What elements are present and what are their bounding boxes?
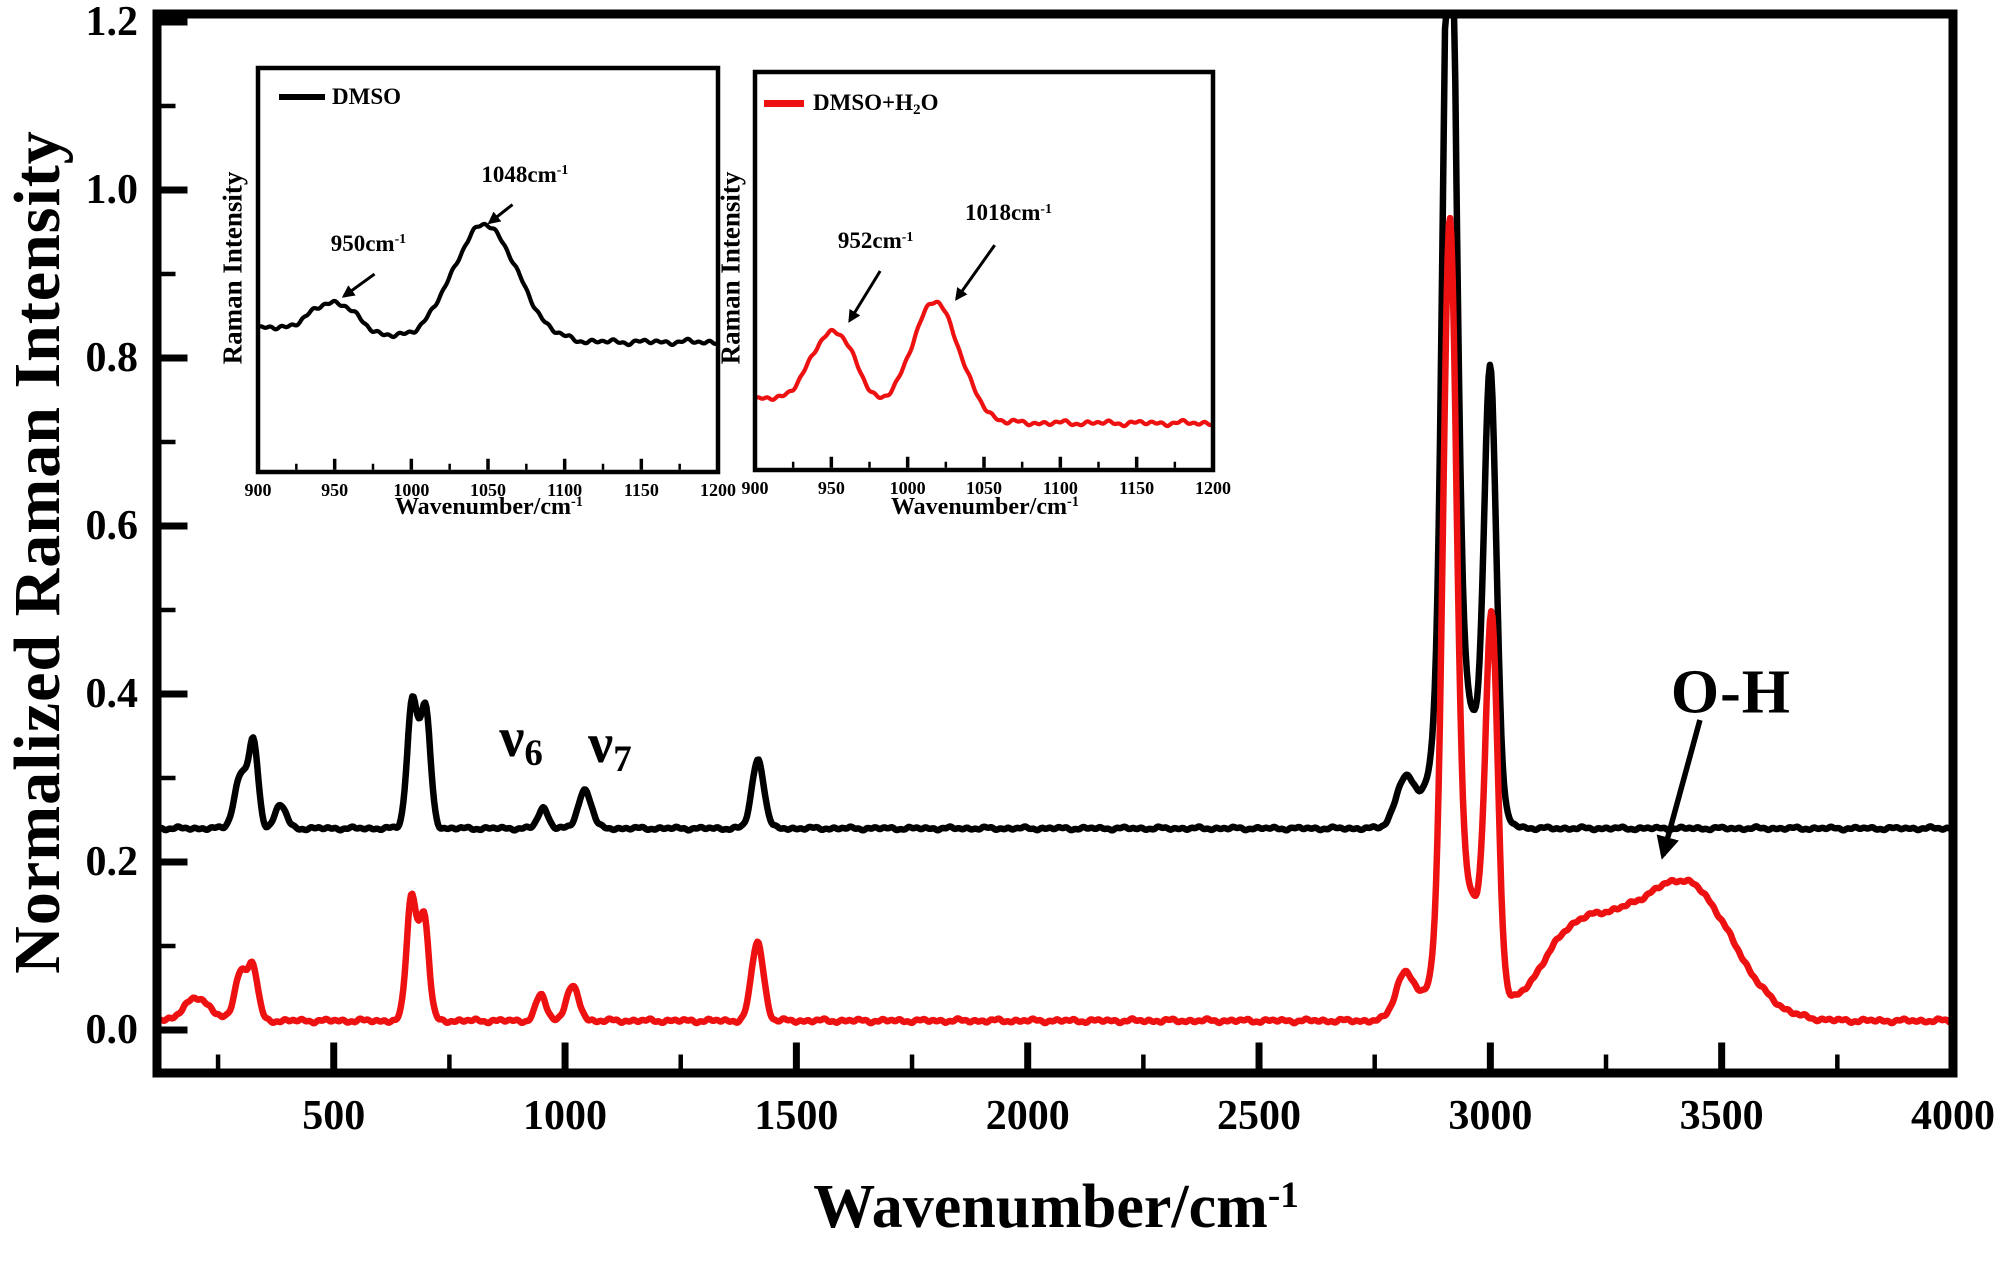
inset-dmso-x-tick-label: 1050 <box>470 480 506 501</box>
inset-dmso-x-axis-title-sup: -1 <box>570 494 583 511</box>
series-dmso-h2o <box>155 214 1955 1027</box>
series-dmso <box>155 14 1955 834</box>
legend-dmso: DMSO <box>279 84 401 110</box>
main-chart-y-tick-label: 0.0 <box>85 1006 139 1053</box>
main-chart-x-tick-label: 1000 <box>523 1092 608 1139</box>
annotation-peak-1048: 1048cm-1 <box>481 162 569 188</box>
annotation-peak-952: 952cm-1 <box>837 228 914 254</box>
main-chart-x-tick-label: 3500 <box>1679 1092 1764 1139</box>
inset-dmso-x-axis-title-text: Wavenumber/cm <box>395 494 571 520</box>
inset-dmso-h2o-x-axis-title-text: Wavenumber/cm <box>891 494 1067 520</box>
inset-dmso-h2o-x-tick-label: 1100 <box>1042 478 1078 499</box>
inset-dmso-x-tick-label: 1150 <box>623 480 659 501</box>
inset-dmso-h2o-x-tick-label: 1200 <box>1195 478 1231 499</box>
inset-dmso-x-tick-label: 1100 <box>547 480 583 501</box>
annotation-peak-950: 950cm-1 <box>330 230 407 256</box>
inset-dmso-x-tick-label: 900 <box>244 480 272 501</box>
main-chart-y-tick-label: 0.8 <box>85 334 139 381</box>
annotation-arrow-peak-950 <box>341 272 376 298</box>
annotation-peak-1018: 1018cm-1 <box>964 200 1052 226</box>
inset-dmso-h2o-x-axis-title: Wavenumber/cm-1 <box>891 494 1079 521</box>
annotation-arrow-peak-952 <box>848 270 882 323</box>
main-chart-y-tick-label: 0.6 <box>85 502 139 549</box>
main-chart-x-tick-label: 500 <box>302 1092 366 1139</box>
inset-dmso-h2o-x-tick-label: 950 <box>817 478 845 499</box>
annotation-nu7: ν7 <box>588 713 632 780</box>
inset-dmso-frame <box>255 65 721 475</box>
main-chart-x-tick-label: 3000 <box>1448 1092 1533 1139</box>
annotation-arrow-oh <box>1656 719 1703 860</box>
main-chart-x-tick-label: 2500 <box>1217 1092 1302 1139</box>
main-chart-y-tick-label: 1.0 <box>85 166 139 213</box>
annotation-arrow-peak-1048 <box>487 203 514 225</box>
main-chart-x-tick-label: 2000 <box>985 1092 1070 1139</box>
inset-dmso-x-tick-label: 1000 <box>393 480 430 501</box>
x-axis-title: Wavenumber/cm-1 <box>813 1172 1299 1243</box>
annotation-nu6: ν6 <box>499 706 543 773</box>
legend-dmso-h2o: DMSO+H2O <box>764 90 939 118</box>
inset-dmso-x-tick-label: 1200 <box>700 480 736 501</box>
legend-line-dmso <box>279 94 325 100</box>
main-chart-frame <box>152 9 1958 1078</box>
inset-dmso-x-axis-title: Wavenumber/cm-1 <box>395 494 583 521</box>
main-chart-y-tick-label: 0.4 <box>85 670 139 717</box>
inset-dmso-y-axis-title: Raman Intensity <box>217 171 248 365</box>
legend-label-dmso: DMSO <box>332 84 401 109</box>
inset-dmso-h2o-x-tick-label: 1150 <box>1119 478 1155 499</box>
inset-dmso-h2o-x-axis-title-sup: -1 <box>1066 494 1079 511</box>
inset-dmso-x-tick-label: 950 <box>321 480 349 501</box>
main-chart-y-tick-label: 1.2 <box>85 0 139 45</box>
series-dmso-h2o <box>753 299 1215 429</box>
annotation-oh: O-H <box>1670 658 1791 727</box>
legend-label-dmso-h2o: DMSO+H2O <box>813 90 939 118</box>
x-axis-title-sup: -1 <box>1267 1174 1299 1216</box>
legend-label-dmso-h2o-post: O <box>920 90 939 115</box>
inset-dmso-h2o-y-axis-title: Raman Intensity <box>715 171 746 365</box>
main-chart-x-tick-label: 1500 <box>754 1092 839 1139</box>
main-chart-y-tick-label: 0.2 <box>85 838 139 885</box>
legend-label-dmso-h2o-pre: DMSO+H <box>813 90 913 115</box>
main-chart-x-tick-label: 4000 <box>1911 1092 1995 1139</box>
series-dmso <box>256 221 720 348</box>
x-axis-title-text: Wavenumber/cm <box>813 1173 1268 1241</box>
inset-dmso-h2o-frame <box>752 69 1216 473</box>
annotation-arrow-peak-1018 <box>955 244 996 301</box>
legend-line-dmso-h2o <box>764 99 804 107</box>
inset-dmso-h2o-x-tick-label: 1000 <box>889 478 926 499</box>
inset-dmso-h2o-x-tick-label: 900 <box>741 478 769 499</box>
legend-label-dmso-h2o-sub: 2 <box>913 100 921 118</box>
inset-dmso-h2o-x-tick-label: 1050 <box>966 478 1002 499</box>
